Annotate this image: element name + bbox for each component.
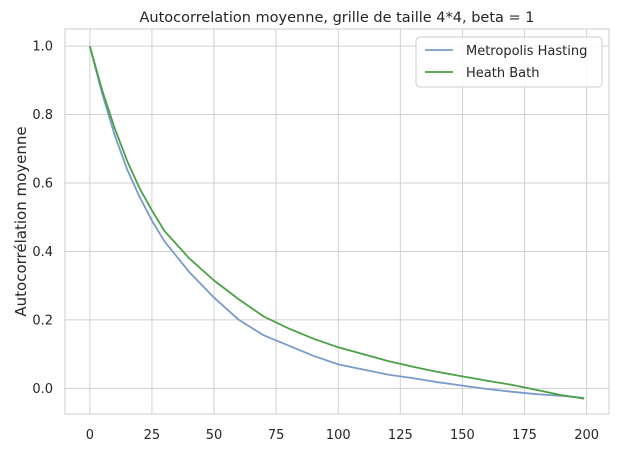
- x-tick-label: 175: [512, 428, 537, 443]
- legend-label: Heath Bath: [466, 66, 539, 81]
- y-tick-label: 0.4: [32, 245, 53, 260]
- x-tick-label: 200: [574, 428, 599, 443]
- legend-label: Metropolis Hasting: [466, 44, 587, 59]
- legend: Metropolis Hasting Heath Bath: [415, 36, 603, 88]
- x-tick-label: 100: [326, 428, 351, 443]
- series-line-2: [88, 45, 585, 400]
- y-axis-label: Autocorrélation moyenne: [12, 126, 30, 316]
- x-tick-label: 75: [268, 428, 285, 443]
- legend-box: [415, 36, 603, 88]
- x-tick-label: 125: [388, 428, 413, 443]
- y-tick-label: 0.0: [32, 382, 53, 397]
- chart-title: Autocorrelation moyenne, grille de taill…: [139, 10, 534, 26]
- y-tick-label: 0.8: [32, 108, 53, 123]
- x-tick-label: 0: [86, 428, 94, 443]
- series-lines: [88, 45, 585, 400]
- y-tick-label: 0.6: [32, 177, 53, 192]
- x-tick-label: 150: [450, 428, 475, 443]
- y-tick-label: 1.0: [32, 40, 53, 55]
- x-tick-label: 25: [144, 428, 161, 443]
- series-line-1: [88, 45, 585, 399]
- y-tick-labels: 0.0 0.2 0.4 0.6 0.8 1.0: [32, 40, 53, 397]
- x-tick-label: 50: [206, 428, 223, 443]
- plot-frame: [64, 28, 610, 415]
- gridlines: [65, 29, 609, 414]
- y-tick-label: 0.2: [32, 313, 53, 328]
- x-tick-labels: 0 25 50 75 100 125 150 175 200: [86, 428, 599, 443]
